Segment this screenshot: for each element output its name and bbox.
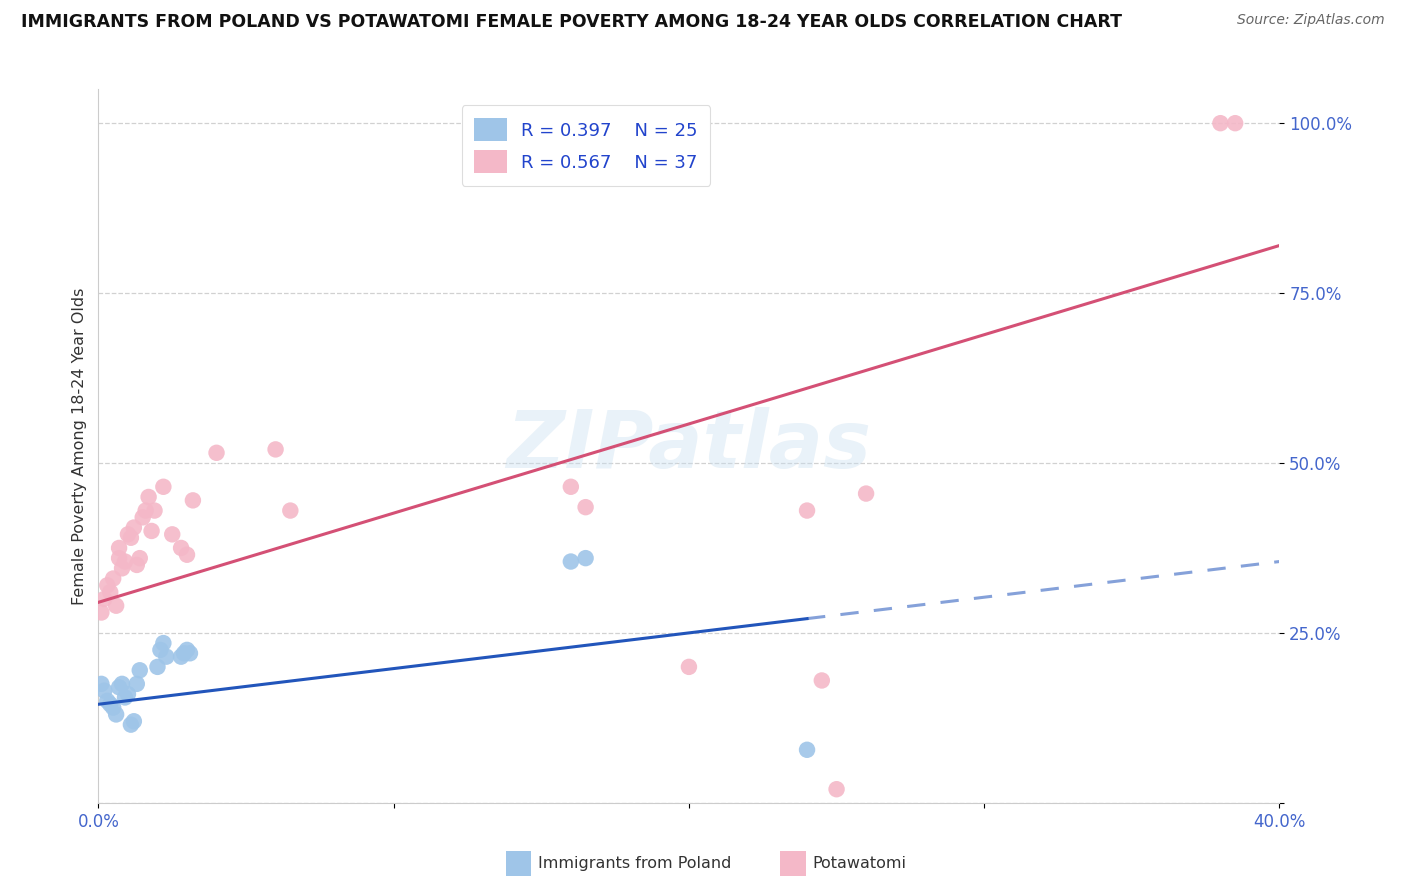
Text: IMMIGRANTS FROM POLAND VS POTAWATOMI FEMALE POVERTY AMONG 18-24 YEAR OLDS CORREL: IMMIGRANTS FROM POLAND VS POTAWATOMI FEM… — [21, 13, 1122, 31]
Point — [103, 572, 125, 586]
Point — [170, 541, 193, 555]
Point — [810, 673, 832, 688]
Point — [162, 527, 183, 541]
Point — [560, 555, 582, 569]
Point — [96, 694, 118, 708]
Point — [90, 606, 112, 620]
Point — [574, 500, 596, 515]
Point — [138, 490, 160, 504]
Point — [176, 548, 198, 562]
Point — [149, 643, 172, 657]
Point — [122, 520, 145, 534]
Point — [111, 677, 134, 691]
Point — [114, 555, 136, 569]
Point — [152, 480, 174, 494]
Point — [796, 743, 818, 757]
Point — [108, 551, 131, 566]
Point — [128, 663, 150, 677]
Text: Source: ZipAtlas.com: Source: ZipAtlas.com — [1237, 13, 1385, 28]
Point — [108, 680, 131, 694]
Point — [93, 683, 115, 698]
Point — [117, 687, 139, 701]
Point — [173, 646, 195, 660]
Point — [574, 551, 596, 566]
Point — [125, 677, 148, 691]
Point — [105, 599, 128, 613]
Point — [678, 660, 700, 674]
Point — [170, 649, 193, 664]
Point — [560, 480, 582, 494]
Point — [176, 643, 198, 657]
Point — [120, 717, 142, 731]
Point — [114, 690, 136, 705]
Point — [117, 527, 139, 541]
Point — [796, 503, 818, 517]
Text: ZIPatlas: ZIPatlas — [506, 407, 872, 485]
Point — [1223, 116, 1246, 130]
Point — [264, 442, 287, 457]
Y-axis label: Female Poverty Among 18-24 Year Olds: Female Poverty Among 18-24 Year Olds — [72, 287, 87, 605]
Point — [146, 660, 169, 674]
Text: Immigrants from Poland: Immigrants from Poland — [538, 856, 733, 871]
Point — [1209, 116, 1232, 130]
Point — [825, 782, 848, 797]
Point — [278, 503, 302, 517]
Point — [135, 503, 157, 517]
Point — [111, 561, 134, 575]
Point — [179, 646, 201, 660]
Point — [90, 677, 112, 691]
Point — [93, 591, 115, 606]
Point — [98, 585, 121, 599]
Legend: R = 0.397    N = 25, R = 0.567    N = 37: R = 0.397 N = 25, R = 0.567 N = 37 — [461, 105, 710, 186]
Point — [108, 541, 131, 555]
Point — [181, 493, 204, 508]
Point — [105, 707, 128, 722]
Point — [141, 524, 163, 538]
Point — [96, 578, 118, 592]
Point — [98, 698, 121, 712]
Point — [143, 503, 166, 517]
Point — [103, 700, 125, 714]
Point — [122, 714, 145, 729]
Point — [855, 486, 877, 500]
Point — [132, 510, 155, 524]
Point — [155, 649, 177, 664]
Point — [128, 551, 150, 566]
Point — [152, 636, 174, 650]
Text: Potawatomi: Potawatomi — [813, 856, 907, 871]
Point — [125, 558, 148, 572]
Point — [205, 446, 228, 460]
Point — [120, 531, 142, 545]
